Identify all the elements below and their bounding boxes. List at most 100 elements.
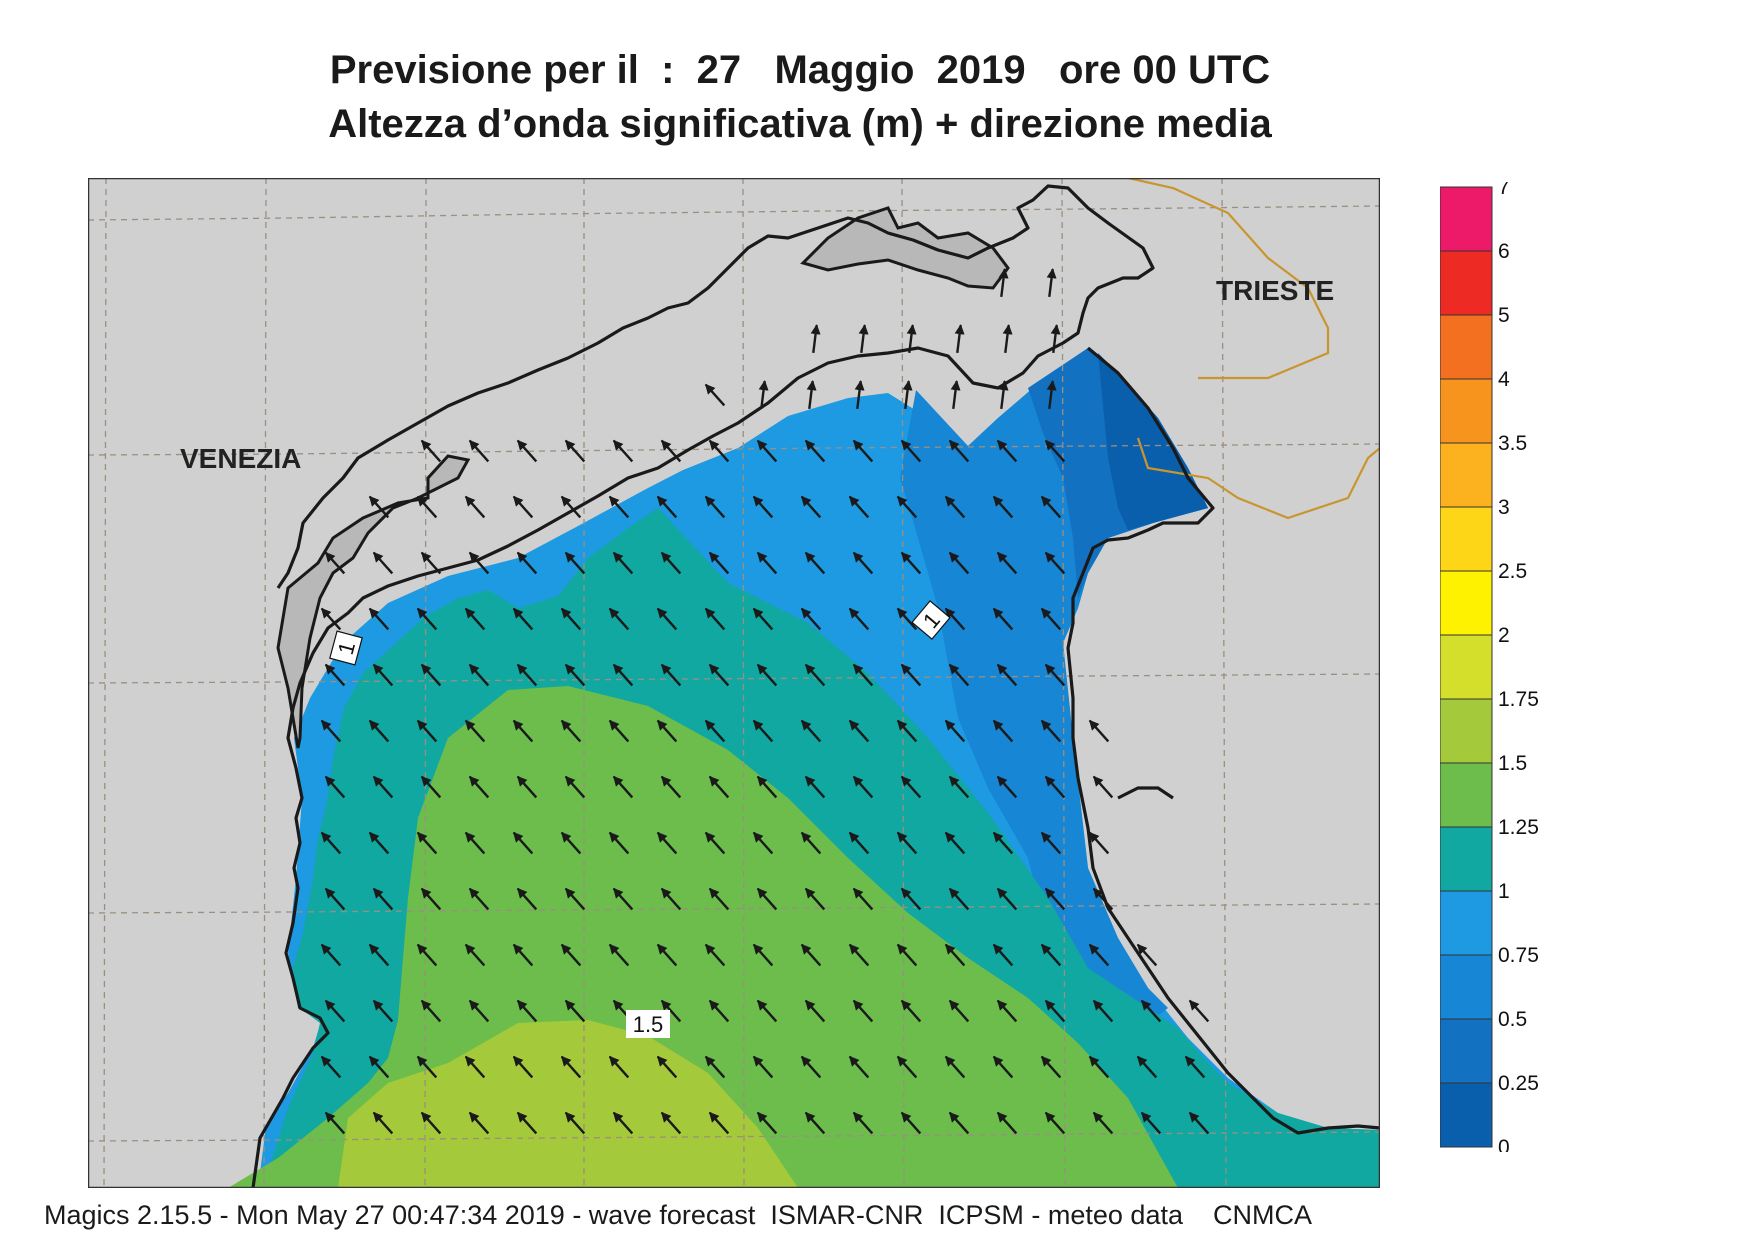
wave-arrow [612,1111,634,1135]
wave-arrow [704,831,726,855]
wave-arrow [464,1055,486,1079]
legend-swatch [1440,954,1493,1020]
legend-swatch [1440,762,1493,828]
wave-arrow [704,1055,726,1079]
wave-arrow [372,551,394,575]
wave-arrow [564,887,586,911]
wave-arrow [608,831,630,855]
legend-level-label: 2 [1498,624,1510,647]
contour-label-1-east: 1 [911,600,951,640]
wave-arrow [372,663,394,687]
wave-arrow [464,943,486,967]
wave-arrow [420,663,442,687]
wave-arrow [756,887,778,911]
wave-arrow [752,831,774,855]
wave-arrow [464,719,486,743]
wave-arrow [468,1111,490,1135]
wave-arrow [944,1055,966,1079]
national-border [1127,178,1380,520]
wave-arrow [900,999,922,1023]
wave-arrow [660,439,682,463]
wave-arrow [420,439,442,463]
wave-arrow [516,439,538,463]
legend-swatch [1440,1018,1493,1084]
legend-swatch [1440,314,1493,380]
wave-arrow [324,775,346,799]
wave-arrow [608,1055,630,1079]
wave-arrow [560,1055,582,1079]
wave-direction-arrows [320,268,1210,1135]
wave-arrow [996,999,1018,1023]
wave-arrow [560,495,582,519]
wave-arrow [948,663,970,687]
wave-arrow [656,831,678,855]
wave-arrow [708,999,730,1023]
wave-arrow [1044,663,1066,687]
wave-arrow [992,607,1014,631]
legend-level-label: 3.5 [1498,432,1527,455]
wave-arrow [656,719,678,743]
wave-arrow [948,775,970,799]
wave-arrow [1088,719,1110,743]
wave-arrow [804,1111,826,1135]
wave-arrow [852,551,874,575]
wave-arrow [900,775,922,799]
wave-arrow [708,439,730,463]
wave-arrow [416,943,438,967]
wave-arrow [896,1055,918,1079]
color-scale-legend: 0 0.25 0.5 0.75 1 1.25 1.5 1.75 2 2.5 3 3.5 4 5 6 7 [1440,182,1539,1152]
wave-arrow [944,943,966,967]
legend-level-label: 1.25 [1498,816,1539,839]
map-grid [88,178,1380,1188]
marano-lagoon [800,206,1010,290]
wave-arrow [996,439,1018,463]
wave-arrow [372,887,394,911]
wave-arrow [372,775,394,799]
wave-arrow [900,887,922,911]
wave-arrow [896,607,918,631]
wave-arrow [656,1055,678,1079]
wave-arrow [612,775,634,799]
wave-arrow [708,887,730,911]
wave-arrow [468,999,490,1023]
wave-arrow [416,495,438,519]
wave-arrow [1044,999,1066,1023]
wave-arrow [368,719,390,743]
wave-arrow [752,943,774,967]
wave-arrow [948,999,970,1023]
legend-swatch [1440,442,1493,508]
wave-arrow [900,551,922,575]
wave-arrow [996,775,1018,799]
wave-arrow [948,551,970,575]
wave-arrow [756,551,778,575]
wave-arrow [1088,1055,1110,1079]
wave-arrow [320,607,342,631]
wave-arrow [1040,943,1062,967]
wave-arrow [944,719,966,743]
wave-arrow [464,831,486,855]
wave-arrow [372,999,394,1023]
wave-arrow [900,663,922,687]
wave-arrow [848,495,870,519]
legend-swatch [1440,186,1493,252]
wave-arrow [756,999,778,1023]
wave-arrow [612,439,634,463]
wave-arrow [852,775,874,799]
wave-arrow [608,943,630,967]
wave-arrow [944,495,966,519]
wave-arrow [512,831,534,855]
wave-arrow [468,551,490,575]
wave-arrow [752,1055,774,1079]
wave-arrow [1088,831,1110,855]
wave-arrow [1040,831,1062,855]
wave-arrow [512,495,534,519]
wave-arrow [704,383,726,407]
legend-swatch [1440,634,1493,700]
wave-arrow [996,663,1018,687]
wave-arrow [854,380,865,410]
wave-arrow [848,1055,870,1079]
wave-arrow [560,719,582,743]
wave-arrow [992,943,1014,967]
wave-arrow [996,1111,1018,1135]
wave-arrow [1050,324,1061,354]
